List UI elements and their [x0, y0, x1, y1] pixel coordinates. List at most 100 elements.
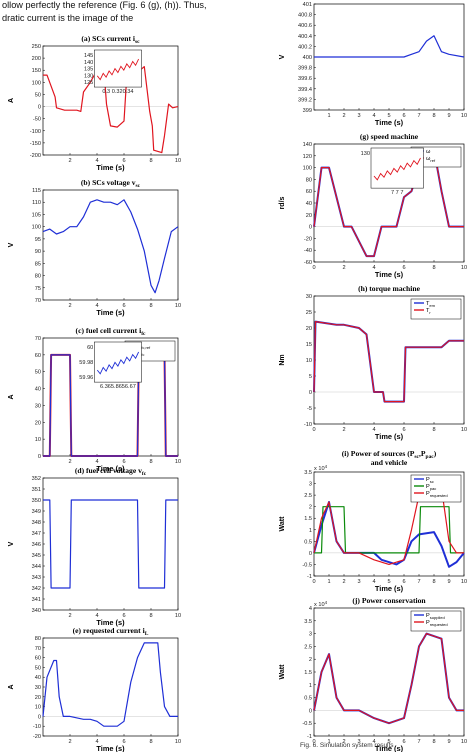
- x-tick-label: 0: [312, 579, 315, 585]
- x-tick-label: 8: [149, 739, 152, 745]
- x-tick-label: 0: [312, 739, 315, 745]
- x-tick-label: 10: [175, 613, 181, 619]
- y-exponent: x 104: [314, 464, 328, 472]
- x-axis-label: Time (s): [96, 163, 125, 172]
- y-tick-label: 20: [35, 420, 41, 426]
- x-tick-label: 10: [461, 265, 467, 271]
- chart-title-main: (c) fuel cell current i: [76, 326, 142, 335]
- legend-entry: ωref: [426, 156, 436, 163]
- plot-area: [42, 189, 179, 301]
- legend-entry: Prequested: [426, 491, 448, 498]
- y-tick-label: 115: [32, 188, 41, 194]
- x-tick-label: 9: [447, 113, 450, 119]
- chart-d-fc-voltage: (d) fuel cell voltage vfc 2 4 6 8 10 352 351 350…: [8, 466, 181, 627]
- chart-title: (e) requested current iL: [73, 626, 149, 637]
- x-tick-label: 1: [327, 579, 330, 585]
- plot-area: [42, 477, 179, 611]
- y-tick-label: 345: [32, 553, 41, 559]
- y-exponent: x 104: [314, 600, 328, 608]
- inset-tick-label: 140: [84, 60, 93, 66]
- y-tick-label: 10: [306, 358, 312, 364]
- y-tick-label: -200: [30, 153, 41, 159]
- inset-tick-label: 59.96: [79, 375, 93, 381]
- legend-entry: Prequested: [426, 620, 448, 627]
- x-tick-label: 10: [461, 427, 467, 433]
- y-tick-label: 5: [309, 374, 312, 380]
- series-line-1: [43, 354, 178, 457]
- y-tick-label: 0.5: [304, 696, 312, 702]
- x-axis-label: Time (s): [96, 308, 125, 317]
- chart-title: (g) speed machine: [360, 132, 419, 141]
- y-axis-label: V: [8, 541, 15, 546]
- y-tick-label: 340: [32, 608, 41, 614]
- chart-f-dc-voltage: 1 2 3 4 5 6 7 8 9 10 401 400.8 400.6 400.4 400.2 400 399…: [279, 2, 467, 127]
- y-tick-label: 348: [32, 520, 41, 526]
- chart-title: (i) Power of sources (Psc,Ppac): [342, 449, 437, 460]
- y-tick-label: 10: [35, 437, 41, 443]
- x-axis-label: Time (s): [96, 618, 125, 627]
- x-axis-label: Time (s): [375, 584, 404, 593]
- y-exponent-base: x 10: [314, 466, 325, 472]
- y-axis-label: Nm: [279, 354, 286, 365]
- chart-title-sub: sc: [135, 39, 140, 45]
- chart-g-speed: (g) speed machine 0 2 4 6 8 10 140 120 100 80 60 40 2…: [279, 132, 467, 279]
- y-tick-label: 399: [303, 108, 312, 114]
- inset-x-label: 0.3 0.320.34: [102, 89, 133, 95]
- x-tick-label: 8: [432, 579, 435, 585]
- y-tick-label: 400: [303, 55, 312, 61]
- x-tick-label: 6: [402, 579, 405, 585]
- x-tick-label: 1: [327, 739, 330, 745]
- y-tick-label: 60: [306, 189, 312, 195]
- legend-entry: Psc: [426, 477, 434, 484]
- x-tick-label: 7: [417, 739, 420, 745]
- y-tick-label: 400.2: [298, 44, 312, 50]
- y-tick-label: 30: [306, 294, 312, 300]
- inset-x-label: 7 7 7: [391, 190, 403, 196]
- x-tick-label: 2: [342, 113, 345, 119]
- y-tick-label: 110: [32, 200, 41, 206]
- chart-title-part: ): [434, 449, 437, 458]
- x-tick-label: 8: [149, 613, 152, 619]
- chart-title-main: (j) Power conservation: [352, 596, 426, 605]
- y-tick-label: 349: [32, 509, 41, 515]
- inset-signal: [96, 58, 140, 81]
- chart-b-sc-voltage: (b) SCs voltage vsc 2 4 6 8 10 115 110 105 100 95 9…: [8, 178, 181, 317]
- y-tick-label: 351: [32, 487, 41, 493]
- chart-title-main: (h) torque machine: [358, 284, 421, 293]
- series-line-0: [42, 199, 179, 294]
- y-tick-label: 95: [35, 237, 41, 243]
- legend-entry-sub: fc,ref: [141, 345, 151, 350]
- y-axis-label: rd/s: [279, 196, 286, 209]
- legend-entry-sub: sc: [430, 479, 434, 484]
- legend-entry-main: T: [426, 301, 430, 307]
- y-tick-label: -5: [307, 406, 312, 412]
- y-tick-label: -10: [33, 724, 41, 730]
- x-tick-label: 8: [149, 158, 152, 164]
- chart-title: (h) torque machine: [358, 284, 421, 293]
- y-tick-label: 0: [309, 390, 312, 396]
- inset-x-label: 6.365.8656.67: [100, 384, 136, 390]
- figure-caption: Fig. 6. Simulation system results: [300, 742, 394, 749]
- intro-text-line-2: dratic current is the image of the: [2, 13, 134, 23]
- x-tick-label: 2: [342, 427, 345, 433]
- x-tick-label: 8: [149, 459, 152, 465]
- y-tick-label: 1: [309, 528, 312, 534]
- y-tick-label: 20: [306, 326, 312, 332]
- y-tick-label: 2.5: [304, 644, 312, 650]
- chart-title: (c) fuel cell current ifc: [76, 326, 146, 337]
- chart-title: (a) SCs current isc: [81, 34, 140, 45]
- y-tick-label: -20: [304, 236, 312, 242]
- y-axis-label: V: [8, 242, 15, 247]
- legend-entry-main: P: [426, 620, 430, 626]
- y-tick-label: 30: [35, 685, 41, 691]
- y-tick-label: 70: [35, 646, 41, 652]
- y-tick-label: 400.4: [298, 34, 312, 40]
- legend-entry: Ppac: [426, 484, 436, 491]
- inset-tick-label: 145: [84, 53, 93, 59]
- legend-entry-sub: fc: [141, 352, 144, 357]
- y-tick-label: -10: [304, 422, 312, 428]
- x-tick-label: 2: [342, 265, 345, 271]
- y-tick-label: -50: [33, 117, 41, 123]
- legend-entry-sub: pac: [430, 486, 436, 491]
- chart-title-main: (b) SCs voltage v: [81, 178, 136, 187]
